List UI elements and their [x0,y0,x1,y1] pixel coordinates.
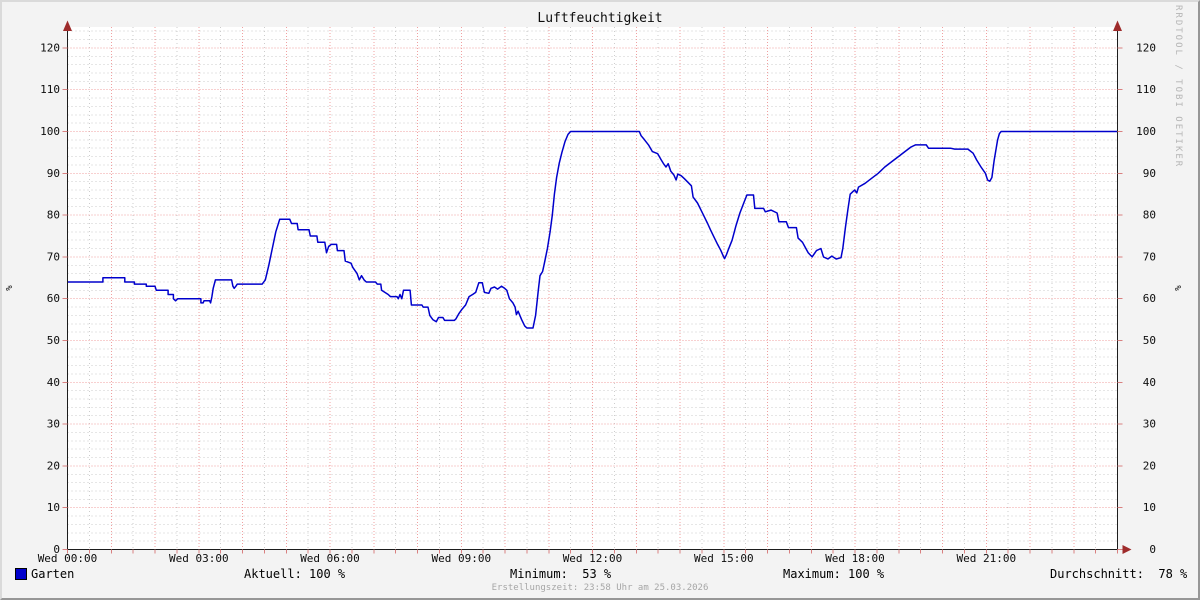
svg-text:30: 30 [1143,418,1156,431]
legend-row: Garten Aktuell: 100 % Minimum: 53 % Maxi… [0,567,1200,583]
svg-text:10: 10 [1143,501,1156,514]
svg-text:60: 60 [1143,292,1156,305]
svg-text:Wed 09:00: Wed 09:00 [431,552,491,565]
svg-text:Wed 03:00: Wed 03:00 [169,552,229,565]
stat-maximum: Maximum: 100 % [783,567,885,581]
svg-text:100: 100 [1136,125,1156,138]
svg-text:Wed 00:00: Wed 00:00 [38,552,98,565]
svg-text:%: % [5,285,15,291]
svg-text:80: 80 [47,209,60,222]
svg-text:Wed 15:00: Wed 15:00 [694,552,754,565]
svg-text:0: 0 [1149,543,1156,556]
svg-text:90: 90 [1143,167,1156,180]
svg-text:70: 70 [47,250,60,263]
svg-text:Wed 12:00: Wed 12:00 [563,552,623,565]
stat-durchschnitt: Durchschnitt: 78 % [1050,567,1188,581]
legend-label: Garten [31,567,75,581]
svg-text:30: 30 [47,418,60,431]
svg-text:50: 50 [47,334,60,347]
svg-text:110: 110 [40,83,60,96]
svg-text:Wed 21:00: Wed 21:00 [956,552,1016,565]
svg-text:0: 0 [53,543,60,556]
watermark: RRDTOOL / TOBI OETIKER [1173,5,1183,169]
footer-generated-text: Erstellungszeit: 23:58 Uhr am 25.03.2026 [491,583,709,593]
legend-swatch [15,568,27,580]
svg-text:40: 40 [47,376,60,389]
svg-text:100: 100 [40,125,60,138]
page-title: Luftfeuchtigkeit [537,11,663,26]
svg-text:70: 70 [1143,250,1156,263]
stat-minimum: Minimum: 53 % [510,567,612,581]
svg-text:90: 90 [47,167,60,180]
svg-text:60: 60 [47,292,60,305]
svg-text:120: 120 [40,41,60,54]
stat-aktuell: Aktuell: 100 % [244,567,346,581]
svg-text:40: 40 [1143,376,1156,389]
svg-text:110: 110 [1136,83,1156,96]
svg-text:50: 50 [1143,334,1156,347]
svg-text:120: 120 [1136,41,1156,54]
svg-text:Wed 06:00: Wed 06:00 [300,552,360,565]
svg-text:80: 80 [1143,209,1156,222]
svg-text:20: 20 [47,459,60,472]
svg-text:Wed 18:00: Wed 18:00 [825,552,885,565]
svg-text:10: 10 [47,501,60,514]
svg-text:20: 20 [1143,459,1156,472]
svg-text:%: % [1174,285,1184,291]
